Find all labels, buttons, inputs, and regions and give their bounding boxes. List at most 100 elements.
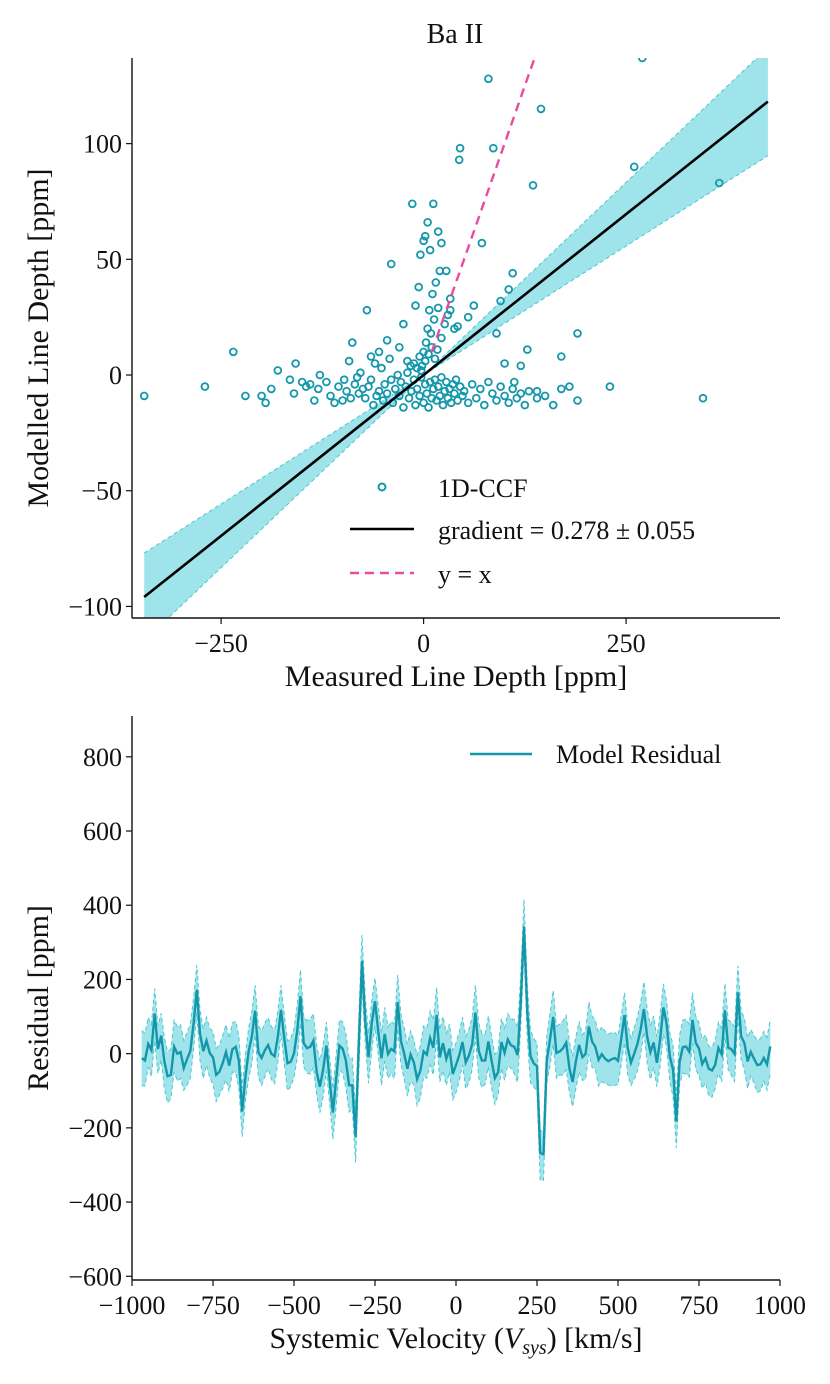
scatter-point [459,386,469,396]
scatter-point [496,296,505,306]
scatter-point [347,338,357,347]
scatter-point [425,245,435,255]
scatter-point [285,375,295,385]
scatter-point [360,393,370,403]
scatter-point [548,400,558,410]
scatter-point [488,143,498,153]
scatter-point [396,377,406,387]
scatter-point [416,250,425,260]
residual-x-label-prefix: Systemic Velocity ( [269,1322,503,1355]
x-tick-label: 0 [450,1291,463,1320]
scatter-point [463,312,473,322]
scatter-point [573,329,582,338]
scatter-point [450,389,459,398]
x-tick-label: −500 [267,1291,321,1320]
scatter-point [453,322,462,331]
scatter-point [431,278,441,287]
scatter-point [429,315,439,324]
scatter-point [273,366,283,375]
x-tick-label: −250 [348,1291,402,1320]
scatter-point [500,391,509,401]
scatter-point [504,398,514,408]
scatter-point [414,282,424,292]
scatter-x-label: Measured Line Depth [ppm] [285,660,627,693]
scatter-point [424,403,433,412]
scatter-point [471,393,481,403]
scatter-point [428,289,437,299]
scatter-point [455,143,465,153]
scatter-point [419,398,428,408]
scatter-point [440,319,450,329]
scatter-point [430,354,440,364]
y-tick-label: 0 [109,361,122,390]
scatter-point [342,386,351,396]
scatter-point [322,377,331,387]
scatter-point [386,259,396,269]
scatter-point [426,329,436,338]
scatter-point [509,377,519,387]
scatter-point [532,386,542,396]
legend-label-fit: gradient = 0.278 ± 0.055 [438,516,695,545]
scatter-point [484,74,493,84]
scatter-point [404,393,414,403]
fit-line [143,100,769,598]
x-tick-label: −750 [186,1291,240,1320]
residual-legend: Model Residual [470,740,721,769]
scatter-point [346,393,356,403]
scatter-panel: Ba II −250 0 250 −100 −50 0 50 100 Measured Li… [22,19,780,693]
scatter-point [438,400,448,410]
scatter-point [362,305,372,315]
scatter-point [229,347,238,357]
scatter-point [420,231,430,241]
scatter-point [504,285,514,294]
scatter-point [399,319,408,329]
scatter-point [428,199,438,209]
scatter-point [338,396,347,405]
scatter-point [714,178,724,188]
scatter-point [399,403,408,412]
scatter-point [289,389,299,398]
scatter-point [524,386,534,396]
scatter-point [420,356,430,366]
scatter-point [437,333,446,343]
scatter-point [309,396,319,405]
scatter-point [556,352,566,361]
scatter-point [469,301,479,310]
scatter-point [454,155,464,165]
scatter-point [313,384,323,394]
scatter-point [374,347,384,357]
scatter-point [370,359,380,368]
scatter-point [377,363,386,373]
scatter-point [378,396,388,405]
scatter-point [573,396,582,405]
scatter-point [424,349,433,359]
scatter-point [496,382,505,391]
identity-line [430,58,536,353]
residual-x-label-var: V [504,1322,526,1355]
scatter-point [382,389,392,398]
scatter-point [536,104,546,114]
scatter-y-label: Modelled Line Depth [ppm] [22,168,55,507]
scatter-point [411,301,420,310]
scatter-point [291,359,300,368]
scatter-point [374,386,384,396]
legend-label-identity: y = x [438,560,492,589]
scatter-point [540,391,550,401]
scatter-points [139,58,724,412]
scatter-point [492,396,501,405]
x-tick-label: −250 [194,629,248,658]
scatter-point [339,375,349,385]
scatter-point [451,375,461,385]
y-tick-label: 400 [83,891,122,920]
scatter-point [366,352,376,361]
scatter-point [403,356,412,366]
scatter-point [441,266,451,276]
scatter-point [433,345,442,354]
scatter-x-ticks: −250 0 250 [194,618,646,658]
scatter-point [326,391,335,401]
scatter-point [385,354,394,364]
x-tick-label: 750 [680,1291,719,1320]
scatter-point [437,238,446,248]
y-tick-label: −400 [68,1188,122,1217]
